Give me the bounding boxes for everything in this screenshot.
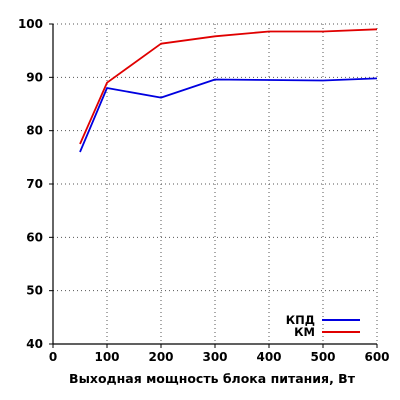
y-tick-label: 80 bbox=[26, 124, 43, 138]
series-line-1 bbox=[79, 77, 378, 153]
y-tick-label: 50 bbox=[26, 284, 43, 298]
x-tick-label: 500 bbox=[310, 350, 335, 364]
x-tick-label: 0 bbox=[49, 350, 57, 364]
legend-label: КМ bbox=[294, 325, 315, 339]
series-lines bbox=[79, 28, 378, 153]
y-tick-label: 100 bbox=[18, 17, 43, 31]
x-tick-labels: 0 100 200 300 400 500 600 bbox=[49, 344, 390, 364]
x-tick-label: 400 bbox=[256, 350, 281, 364]
x-tick-label: 300 bbox=[202, 350, 227, 364]
y-tick-label: 70 bbox=[26, 177, 43, 191]
series-line-2 bbox=[79, 28, 378, 145]
x-axis-title: Выходная мощность блока питания, Вт bbox=[69, 371, 356, 386]
x-tick-label: 200 bbox=[148, 350, 173, 364]
grid bbox=[52, 23, 378, 345]
x-tick-label: 100 bbox=[94, 350, 119, 364]
y-tick-label: 60 bbox=[26, 230, 43, 244]
y-tick-label: 40 bbox=[26, 337, 43, 351]
x-tick-label: 600 bbox=[364, 350, 389, 364]
legend-label: КПД bbox=[286, 313, 315, 327]
y-tick-label: 90 bbox=[26, 70, 43, 84]
y-tick-labels: 40 50 60 70 80 90 100 bbox=[18, 17, 53, 351]
